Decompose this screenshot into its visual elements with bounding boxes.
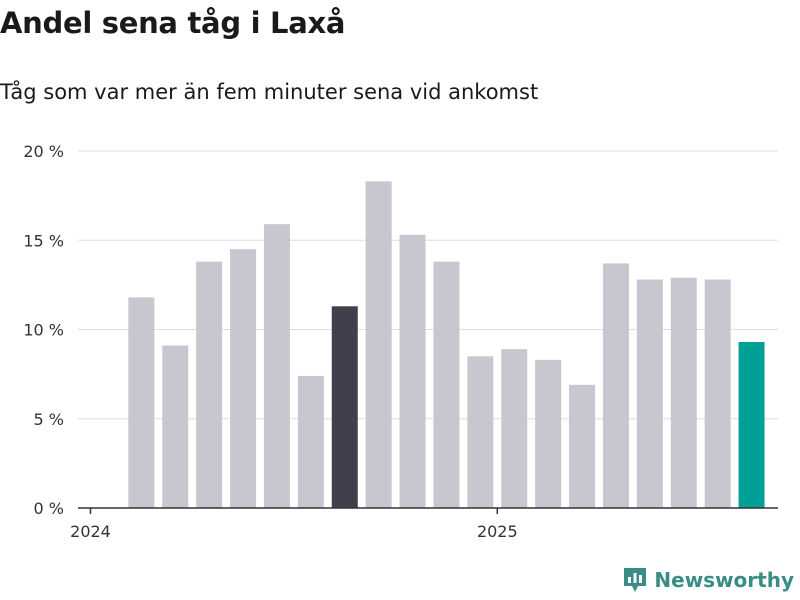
bars: [128, 181, 765, 509]
bar-2025-08: [738, 341, 765, 508]
y-tick-label: 10 %: [23, 321, 64, 340]
bar-2024-07: [297, 375, 324, 508]
brand-logo: Newsworthy: [622, 566, 794, 594]
bar-2024-12: [467, 356, 494, 508]
newsworthy-icon: [624, 568, 647, 592]
bar-2025-01: [501, 349, 528, 508]
chart-subtitle: Tåg som var mer än fem minuter sena vid …: [0, 80, 539, 104]
y-tick-label: 5 %: [34, 410, 64, 429]
bar-2024-08: [331, 306, 358, 508]
brand-name: Newsworthy: [654, 568, 794, 592]
axes: 0 % 5 % 10 % 15 % 20 % 2024 2025: [23, 142, 778, 541]
bar-2024-11: [433, 261, 460, 508]
bar-2025-06: [670, 277, 697, 508]
bar-2024-06: [263, 224, 290, 508]
x-tick-label: 2024: [70, 522, 111, 541]
bar-2024-03: [162, 345, 189, 508]
chart-title: Andel sena tåg i Laxå: [0, 6, 346, 40]
bar-2024-04: [196, 261, 223, 508]
bar-2024-02: [128, 297, 155, 508]
y-tick-label: 0 %: [34, 499, 64, 518]
bar-2025-07: [704, 279, 731, 508]
bar-2024-05: [230, 249, 257, 509]
bar-2025-04: [602, 263, 629, 508]
bar-2025-05: [636, 279, 663, 508]
bar-2025-03: [569, 384, 596, 508]
bar-2025-02: [535, 359, 562, 508]
y-tick-label: 15 %: [23, 231, 64, 250]
y-tick-label: 20 %: [23, 142, 64, 161]
bar-2024-10: [399, 234, 426, 508]
x-tick-label: 2025: [477, 522, 518, 541]
bar-2024-09: [365, 181, 392, 508]
